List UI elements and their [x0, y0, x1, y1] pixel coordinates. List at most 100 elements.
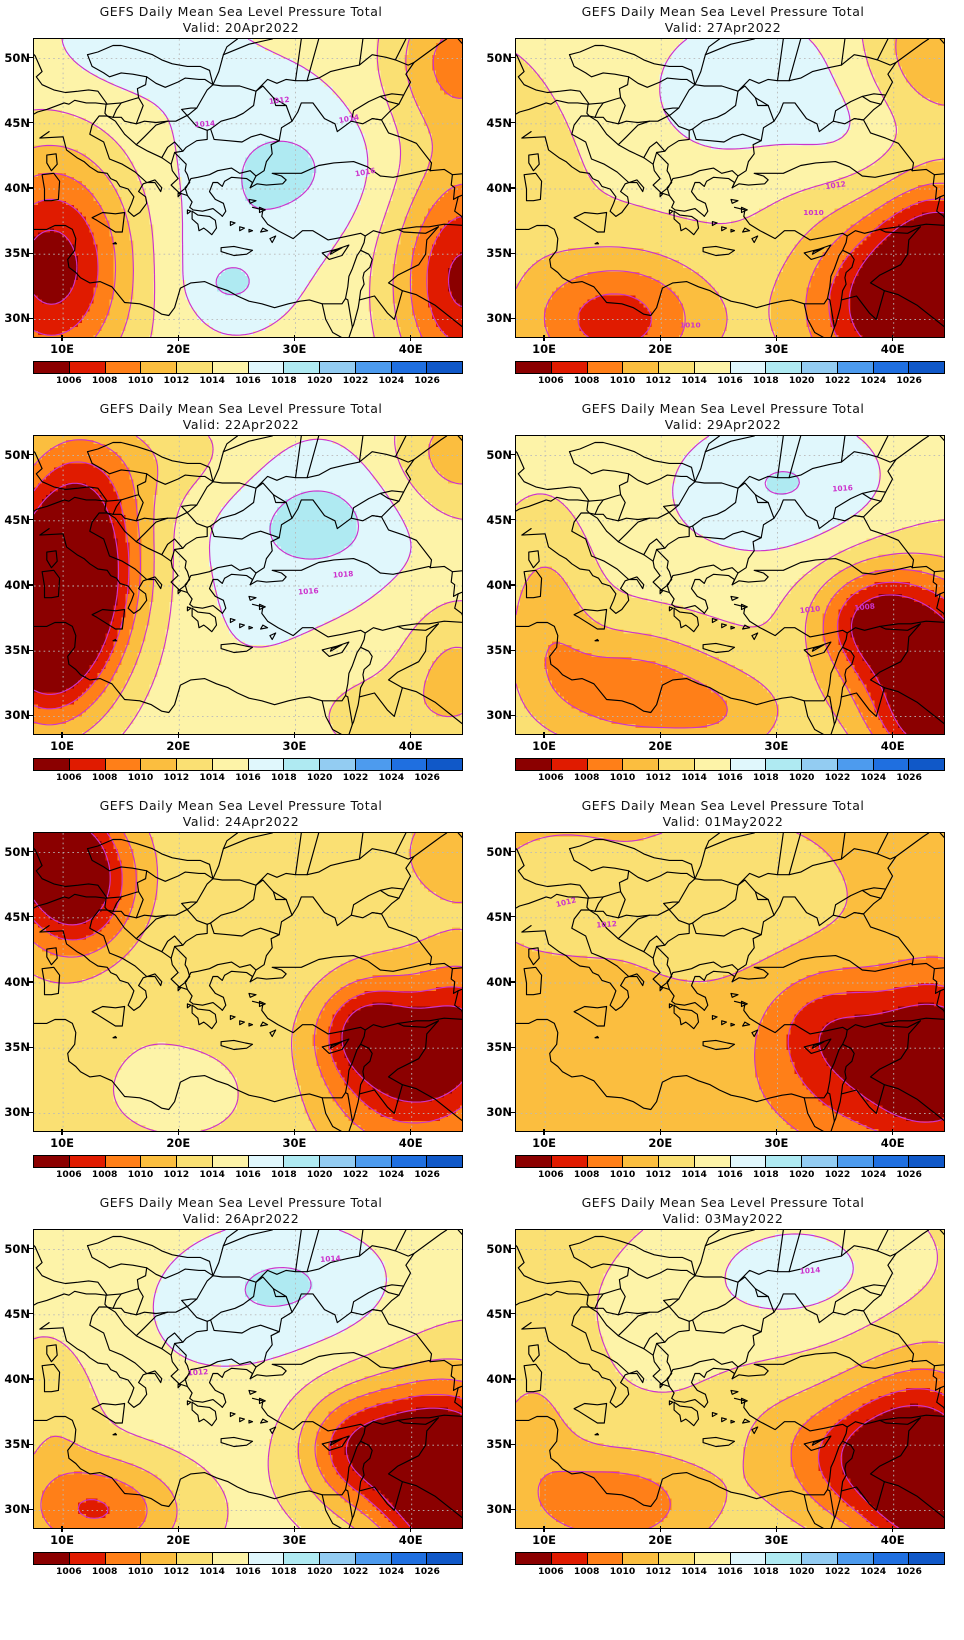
- colorbar-swatch: [695, 362, 731, 373]
- colorbar-swatch: [70, 759, 106, 770]
- colorbar-tick-label: 1014: [681, 1566, 707, 1577]
- map-panel: GEFS Daily Mean Sea Level Pressure Total…: [482, 1191, 964, 1588]
- colorbar-tick-label: 1026: [896, 1566, 922, 1577]
- x-axis-tick: [660, 335, 661, 341]
- colorbar-swatch: [141, 1553, 177, 1564]
- y-axis-tick: [509, 1248, 515, 1249]
- colorbar-tick-label: 1006: [56, 1566, 82, 1577]
- colorbar-tick-label: 1016: [717, 1169, 743, 1180]
- x-axis-tick-label: 40E: [399, 739, 423, 753]
- y-axis-tick: [27, 1378, 33, 1379]
- y-axis-tick-label: 40N: [0, 975, 30, 989]
- y-axis-tick-label: 40N: [0, 578, 30, 592]
- panel-valid-date: Valid: 27Apr2022: [482, 20, 964, 36]
- y-axis-tick-label: 45N: [482, 116, 512, 130]
- pressure-contour-map: 1012 1014 1014 1016: [33, 38, 463, 338]
- colorbar-tick-label: 1024: [861, 1566, 887, 1577]
- x-axis-tick: [61, 1129, 62, 1135]
- y-axis-tick: [509, 1444, 515, 1445]
- panel-valid-date: Valid: 24Apr2022: [0, 814, 482, 830]
- y-axis-tick: [27, 1509, 33, 1510]
- colorbar-tick-label: 1008: [574, 375, 600, 386]
- pressure-contour-map: 1012 1010 1010: [515, 38, 945, 338]
- colorbar-tick-label: 1022: [343, 1169, 369, 1180]
- colorbar-swatch: [34, 1156, 70, 1167]
- x-axis-tick-label: 30E: [283, 1533, 307, 1547]
- x-axis-tick-label: 30E: [765, 739, 789, 753]
- colorbar-tick-label: 1010: [128, 772, 154, 783]
- panel-title: GEFS Daily Mean Sea Level Pressure Total…: [482, 0, 964, 35]
- y-axis-tick-label: 40N: [482, 1372, 512, 1386]
- x-axis-tick-label: 20E: [166, 1533, 190, 1547]
- colorbar-swatch: [34, 362, 70, 373]
- colorbar-swatch: [70, 1156, 106, 1167]
- y-axis-tick-label: 50N: [482, 1242, 512, 1256]
- y-axis-tick: [27, 1313, 33, 1314]
- y-axis-tick-label: 45N: [0, 116, 30, 130]
- x-axis-tick: [294, 1129, 295, 1135]
- panel-title-line1: GEFS Daily Mean Sea Level Pressure Total: [0, 401, 482, 417]
- colorbar-tick-label: 1024: [379, 1169, 405, 1180]
- colorbar-tick-label: 1014: [199, 1566, 225, 1577]
- map-panel: GEFS Daily Mean Sea Level Pressure Total…: [0, 794, 482, 1191]
- x-axis-tick-label: 10E: [532, 739, 556, 753]
- y-axis-tick: [27, 1248, 33, 1249]
- colorbar-tick-label: 1012: [164, 1169, 190, 1180]
- colorbar-swatch: [516, 362, 552, 373]
- pressure-contour-map: 1014 1012: [33, 1229, 463, 1529]
- y-axis-tick: [509, 1112, 515, 1113]
- colorbar-tick-label: 1008: [574, 1169, 600, 1180]
- colorbar-swatch: [588, 362, 624, 373]
- colorbar-tick-label: 1006: [56, 375, 82, 386]
- colorbar-swatch: [659, 1553, 695, 1564]
- colorbar-tick-label: 1008: [92, 772, 118, 783]
- colorbar-tick-label: 1022: [825, 772, 851, 783]
- colorbar-tick-label: 1020: [307, 1169, 333, 1180]
- colorbar-tick-label: 1016: [717, 375, 743, 386]
- y-axis-tick-label: 30N: [0, 708, 30, 722]
- colorbar-swatches: [33, 758, 463, 771]
- colorbar-ticks: 1006 1008 1010 1012 1014 1016 1018 1020 1022 1024…: [515, 771, 945, 785]
- colorbar: 1006 1008 1010 1012 1014 1016 1018 1020 1022 1024…: [515, 1155, 945, 1182]
- colorbar-tick-label: 1024: [861, 1169, 887, 1180]
- x-axis-tick-label: 30E: [765, 342, 789, 356]
- y-axis-tick-label: 35N: [482, 643, 512, 657]
- y-axis-tick-label: 30N: [0, 311, 30, 325]
- y-axis-tick: [27, 454, 33, 455]
- colorbar-swatch: [838, 362, 874, 373]
- x-axis-tick-label: 40E: [881, 739, 905, 753]
- colorbar-swatch: [516, 1553, 552, 1564]
- y-axis-tick-label: 45N: [0, 513, 30, 527]
- colorbar-swatch: [623, 1156, 659, 1167]
- panel-title-line1: GEFS Daily Mean Sea Level Pressure Total: [482, 798, 964, 814]
- colorbar-swatch: [70, 362, 106, 373]
- colorbar-swatch: [695, 1553, 731, 1564]
- panel-valid-date: Valid: 29Apr2022: [482, 417, 964, 433]
- colorbar-swatch: [874, 362, 910, 373]
- colorbar-swatch: [320, 362, 356, 373]
- x-axis-tick-label: 10E: [50, 1533, 74, 1547]
- panel-title-line1: GEFS Daily Mean Sea Level Pressure Total: [0, 4, 482, 20]
- colorbar-tick-label: 1006: [56, 772, 82, 783]
- x-axis-tick: [776, 1526, 777, 1532]
- y-axis-tick: [509, 122, 515, 123]
- panel-valid-date: Valid: 03May2022: [482, 1211, 964, 1227]
- colorbar-tick-label: 1008: [92, 1169, 118, 1180]
- x-axis-tick-label: 40E: [399, 1136, 423, 1150]
- x-axis-tick-label: 30E: [283, 1136, 307, 1150]
- x-axis-tick-label: 10E: [532, 342, 556, 356]
- colorbar-swatch: [731, 1553, 767, 1564]
- x-axis-tick: [294, 335, 295, 341]
- colorbar-swatch: [552, 1553, 588, 1564]
- colorbar-swatch: [731, 1156, 767, 1167]
- y-axis-tick: [509, 1378, 515, 1379]
- x-axis-tick: [892, 335, 893, 341]
- colorbar-swatch: [34, 759, 70, 770]
- colorbar-tick-label: 1020: [789, 772, 815, 783]
- y-axis-tick-label: 35N: [0, 246, 30, 260]
- colorbar-tick-label: 1012: [646, 772, 672, 783]
- x-axis-tick-label: 20E: [166, 739, 190, 753]
- x-axis-tick-label: 30E: [765, 1533, 789, 1547]
- pressure-contour-map: 1014: [515, 1229, 945, 1529]
- colorbar-tick-label: 1020: [789, 375, 815, 386]
